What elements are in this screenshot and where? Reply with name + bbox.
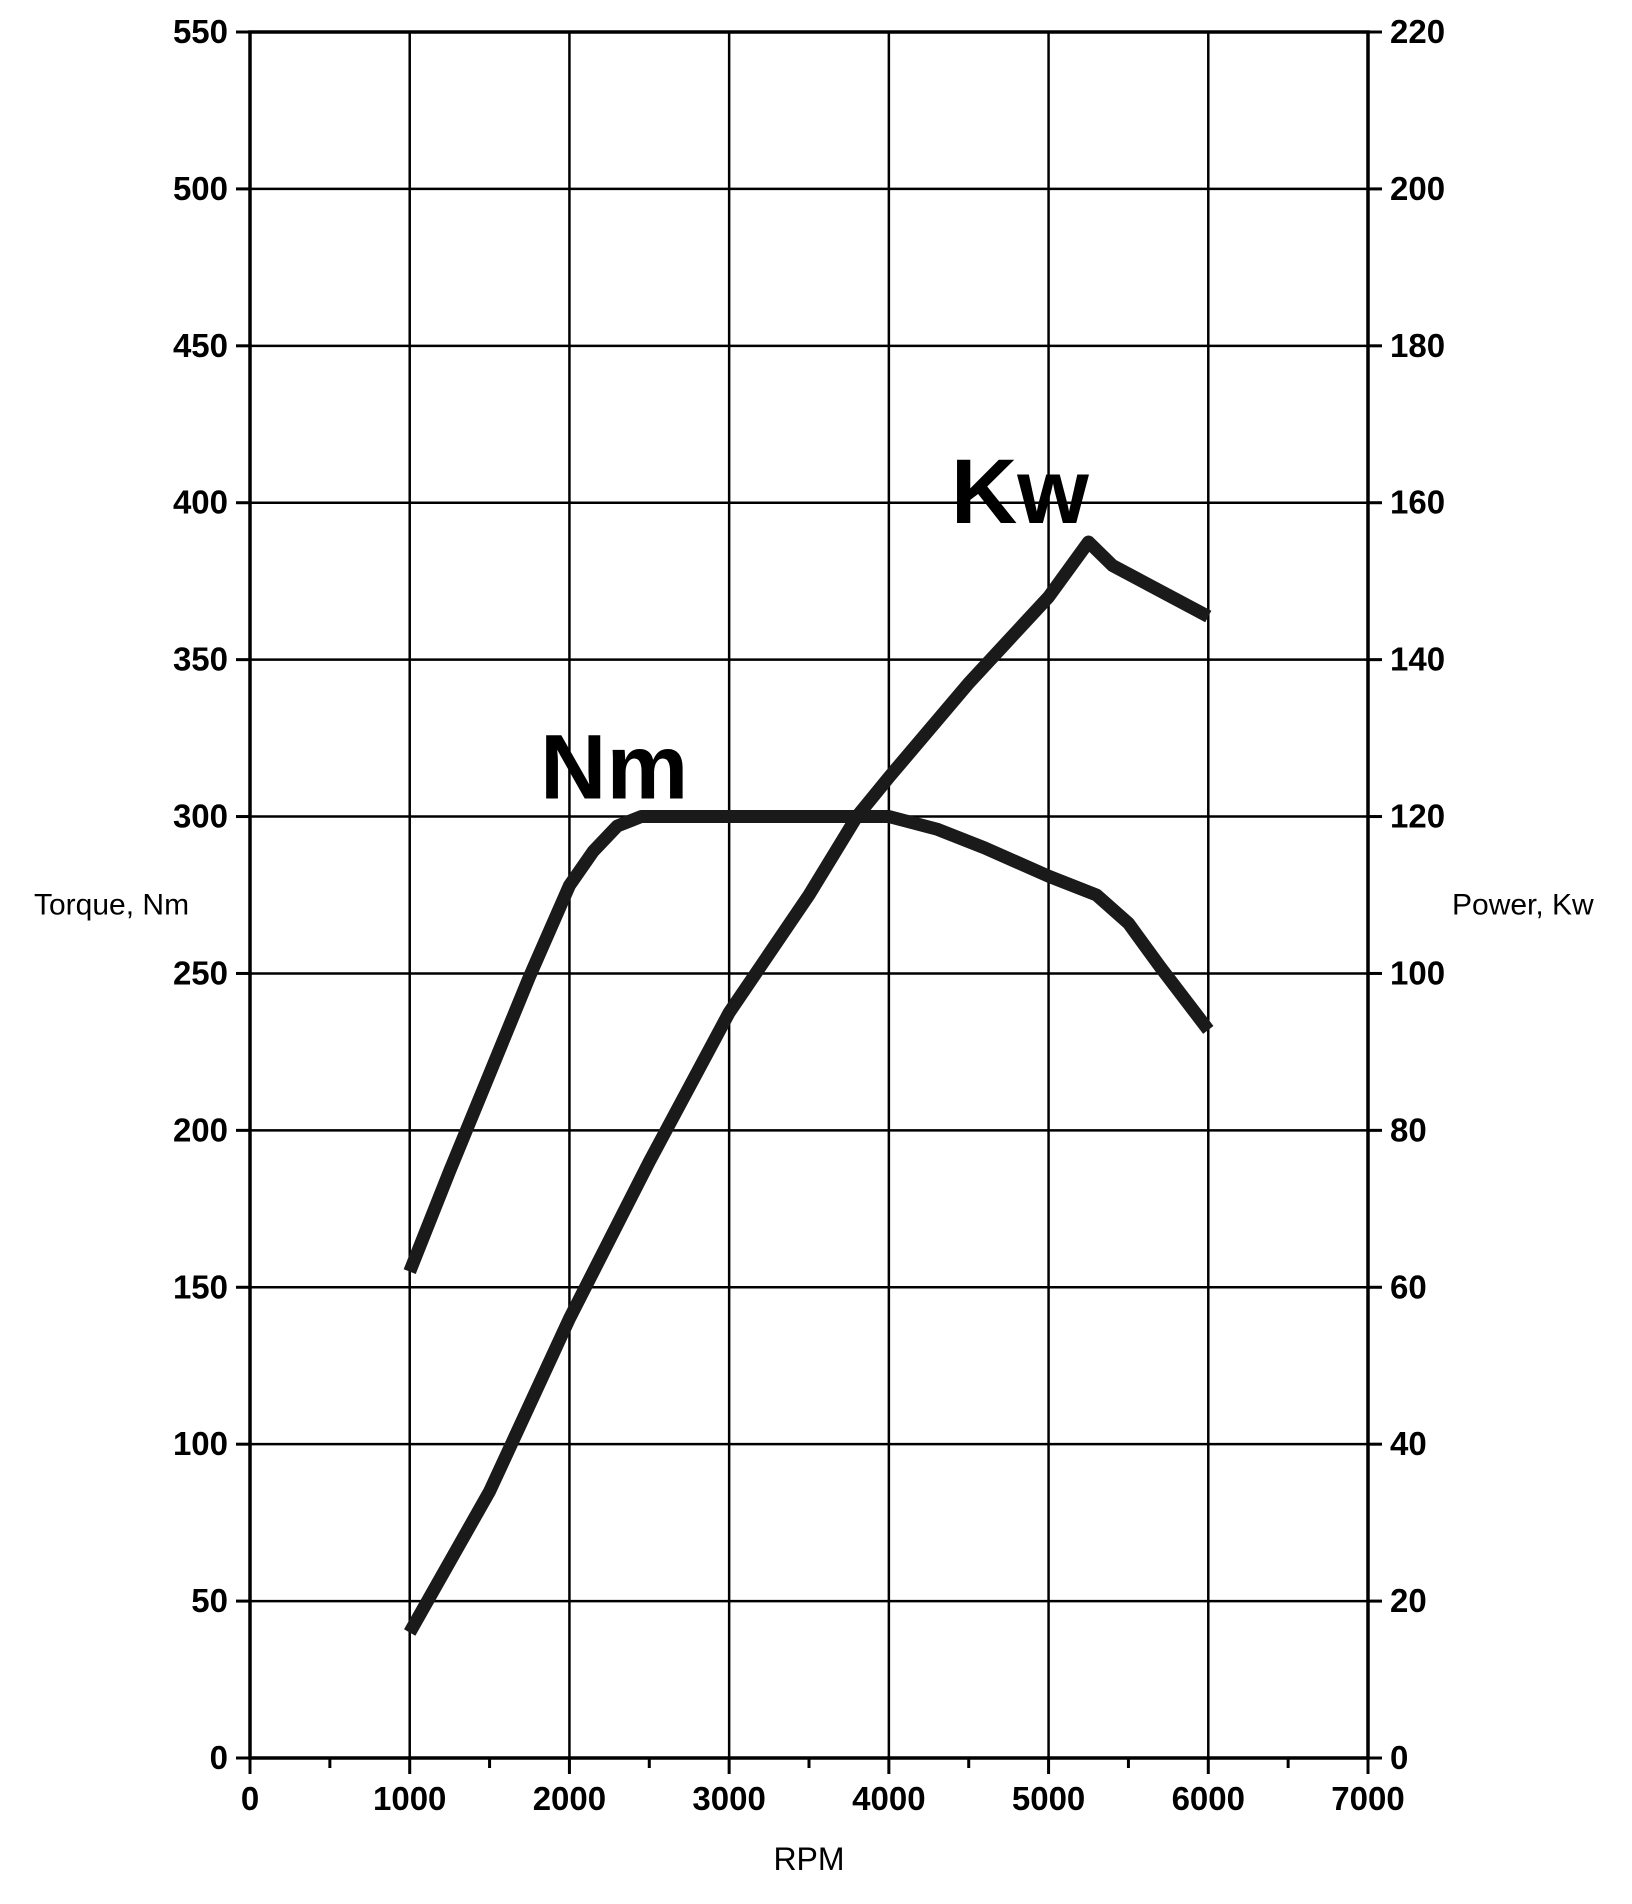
series-label-kw: Kw [951, 441, 1089, 543]
series-curve-kw [404, 535, 1212, 1636]
left-axis-tick-label: 350 [173, 641, 228, 678]
right-axis-tick-label: 120 [1390, 798, 1445, 835]
right-axis-tick-label: 0 [1390, 1739, 1408, 1776]
left-axis-tick-label: 200 [173, 1111, 228, 1148]
right-axis-tick-label: 20 [1390, 1582, 1427, 1619]
left-axis-tick-label: 400 [173, 484, 228, 521]
left-axis-tick-label: 150 [173, 1268, 228, 1305]
x-axis-tick-label: 6000 [1172, 1780, 1245, 1817]
series-label-nm: Nm [540, 716, 688, 818]
x-axis-tick-label: 4000 [852, 1780, 925, 1817]
x-axis-tick-label: 5000 [1012, 1780, 1085, 1817]
left-axis-tick-label: 500 [173, 170, 228, 207]
x-axis-tick-label: 3000 [692, 1780, 765, 1817]
x-axis-title: RPM [773, 1841, 844, 1877]
right-axis-tick-label: 160 [1390, 484, 1445, 521]
right-axis-tick-label: 60 [1390, 1268, 1427, 1305]
right-axis-tick-label: 180 [1390, 327, 1445, 364]
x-axis-tick-label: 0 [241, 1780, 259, 1817]
right-axis-tick-label: 80 [1390, 1111, 1427, 1148]
right-axis-tick-label: 140 [1390, 641, 1445, 678]
left-axis-tick-label: 50 [191, 1582, 228, 1619]
series-curve-nm [403, 810, 1214, 1275]
x-axis-tick-label: 2000 [533, 1780, 606, 1817]
left-axis-tick-label: 0 [210, 1739, 228, 1776]
left-axis-tick-label: 250 [173, 954, 228, 991]
x-axis-tick-label: 1000 [373, 1780, 446, 1817]
right-axis-tick-label: 220 [1390, 13, 1445, 50]
right-axis-tick-label: 200 [1390, 170, 1445, 207]
left-axis-tick-label: 100 [173, 1425, 228, 1462]
chart-root: 0 50 100 150 200 250 300 350 400 450 500 550 0 20 40 60… [34, 13, 1594, 1877]
x-axis-tick-label: 7000 [1331, 1780, 1404, 1817]
left-axis-title: Torque, Nm [34, 888, 189, 921]
right-axis-tick-label: 40 [1390, 1425, 1427, 1462]
left-axis-tick-label: 300 [173, 798, 228, 835]
right-axis-tick-label: 100 [1390, 954, 1445, 991]
left-axis-tick-label: 450 [173, 327, 228, 364]
left-axis-tick-label: 550 [173, 13, 228, 50]
right-axis-title: Power, Kw [1452, 888, 1594, 921]
